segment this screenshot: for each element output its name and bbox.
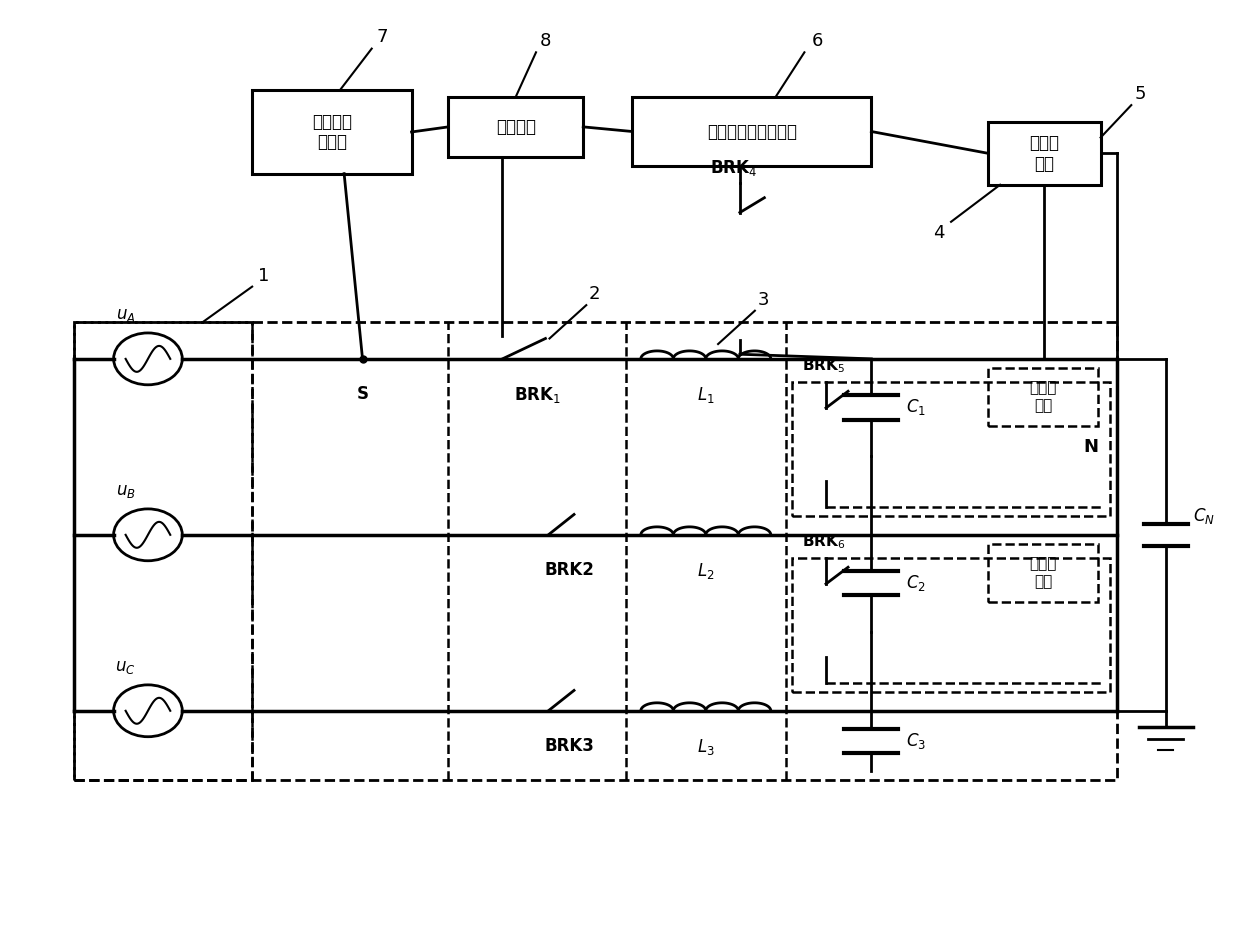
Text: 4: 4: [934, 224, 945, 242]
Text: $u_C$: $u_C$: [115, 658, 135, 676]
Text: 预充电电压测量模块: 预充电电压测量模块: [707, 122, 797, 140]
Text: $C_2$: $C_2$: [905, 573, 925, 593]
Text: 3: 3: [758, 290, 769, 309]
Text: 5: 5: [1135, 86, 1147, 103]
Text: $L_1$: $L_1$: [697, 384, 714, 405]
Text: 控制模块: 控制模块: [496, 118, 536, 136]
Text: 预充电
模块: 预充电 模块: [1029, 381, 1056, 413]
Text: 2: 2: [589, 286, 600, 304]
Text: 预充电
模块: 预充电 模块: [1029, 556, 1056, 589]
Bar: [449, 97, 583, 157]
Text: $L_3$: $L_3$: [697, 737, 714, 757]
Text: BRK3: BRK3: [544, 737, 594, 755]
Text: BRK$_1$: BRK$_1$: [513, 384, 560, 405]
Text: $u_B$: $u_B$: [115, 481, 135, 500]
Text: 预充电
模块: 预充电 模块: [1029, 133, 1059, 173]
Bar: [791, 558, 1111, 692]
Bar: [988, 368, 1099, 426]
Text: BRK$_6$: BRK$_6$: [802, 532, 846, 551]
Text: S: S: [357, 384, 368, 403]
Bar: [74, 321, 1116, 780]
Text: $L_2$: $L_2$: [697, 561, 714, 581]
Text: BRK$_4$: BRK$_4$: [711, 158, 758, 179]
Bar: [988, 122, 1101, 185]
Bar: [252, 90, 412, 174]
Text: BRK$_5$: BRK$_5$: [802, 356, 846, 375]
Text: $C_1$: $C_1$: [905, 398, 926, 417]
Text: BRK2: BRK2: [544, 561, 594, 579]
Bar: [988, 544, 1099, 602]
Text: 相位角检
测模块: 相位角检 测模块: [312, 113, 352, 151]
Text: $C_N$: $C_N$: [1193, 507, 1215, 526]
Text: 1: 1: [258, 267, 269, 285]
Text: 6: 6: [811, 33, 823, 51]
Bar: [791, 382, 1111, 516]
Bar: [74, 321, 252, 780]
Text: $C_3$: $C_3$: [905, 731, 926, 751]
Bar: [632, 97, 872, 166]
Text: 7: 7: [377, 28, 388, 46]
Text: N: N: [1084, 438, 1099, 456]
Text: $u_A$: $u_A$: [117, 306, 135, 323]
Text: 8: 8: [541, 33, 552, 51]
